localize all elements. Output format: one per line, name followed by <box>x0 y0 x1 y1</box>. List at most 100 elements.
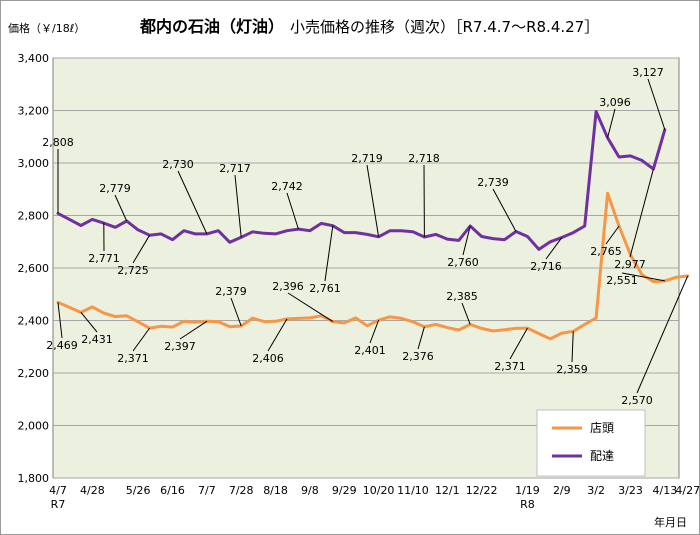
data-label-leader <box>605 225 620 245</box>
grid-layer <box>53 57 679 479</box>
data-label: 3,096 <box>599 96 631 109</box>
data-label-leader <box>509 327 528 360</box>
data-label: 2,760 <box>447 256 479 269</box>
data-label: 2,742 <box>271 180 303 193</box>
y-tick-label: 2,000 <box>18 420 50 433</box>
data-label: 2,401 <box>354 344 386 357</box>
data-label: 2,379 <box>215 285 247 298</box>
data-label-leader <box>636 275 689 394</box>
data-label: 3,127 <box>632 66 664 79</box>
x-tick-label: 1/19 <box>515 484 540 497</box>
x-tick-label: 4/7 <box>49 484 67 497</box>
legend-label-storefront: 店頭 <box>590 421 614 435</box>
y-tick-label: 2,800 <box>18 210 50 223</box>
data-label-leader <box>647 78 666 130</box>
x-tick-label: 4/27 <box>675 484 700 497</box>
y-tick-label: 3,000 <box>18 157 50 170</box>
data-label: 2,431 <box>81 333 113 346</box>
x-tick-label: 3/23 <box>618 484 643 497</box>
x-tick-label: 12/22 <box>466 484 498 497</box>
data-label-leader <box>545 237 563 260</box>
delivery-line <box>56 110 667 251</box>
legend-box <box>536 409 646 477</box>
data-label-leader <box>417 326 425 350</box>
data-label: 2,371 <box>117 352 149 365</box>
data-label: 2,977 <box>614 258 646 271</box>
legend: 店頭 配達 <box>536 409 646 477</box>
x-tick-label: 5/26 <box>126 484 151 497</box>
data-label: 2,717 <box>219 162 251 175</box>
y-ticks: 1,800 2,000 2,200 2,400 2,600 2,800 3,000 3,200… <box>18 52 50 485</box>
chart-title: 都内の石油（灯油） <box>139 17 284 36</box>
y-tick-label: 2,400 <box>18 315 50 328</box>
data-label-leader <box>132 234 151 264</box>
data-label: 2,779 <box>99 182 131 195</box>
data-label-leader <box>629 168 654 258</box>
chart-subtitle: 小売価格の推移（週次）［R7.4.7～R8.4.27］ <box>290 18 599 36</box>
y-tick-label: 2,600 <box>18 262 50 275</box>
data-label-leader <box>234 174 242 238</box>
data-label-leader <box>621 272 665 282</box>
data-label: 2,725 <box>117 264 149 277</box>
data-label: 2,469 <box>46 339 78 352</box>
data-label: 2,739 <box>477 176 509 189</box>
data-label-leader <box>287 292 334 322</box>
data-label: 2,385 <box>446 290 478 303</box>
data-label-leader <box>462 225 471 256</box>
data-label: 2,716 <box>530 260 562 273</box>
x-tick-label: 7/28 <box>229 484 254 497</box>
data-label: 2,397 <box>164 340 196 353</box>
x-tick-era-label: R7 <box>51 498 66 511</box>
data-label: 2,406 <box>252 352 284 365</box>
y-tick-label: 2,200 <box>18 367 50 380</box>
y-axis-label: 価格（￥/18ℓ） <box>8 21 85 35</box>
data-label-leader <box>57 302 63 339</box>
data-label-leader <box>286 192 299 230</box>
data-label: 2,376 <box>402 350 434 363</box>
x-tick-label: 11/10 <box>397 484 429 497</box>
data-label-leader <box>179 320 208 340</box>
data-label-leader <box>324 225 334 282</box>
x-axis-label: 年月日 <box>654 515 687 529</box>
x-tick-label: 10/20 <box>363 484 395 497</box>
data-label: 2,761 <box>309 282 341 295</box>
x-tick-label: 4/28 <box>80 484 105 497</box>
legend-label-delivery: 配達 <box>590 449 614 463</box>
data-label-leader <box>114 194 128 222</box>
data-label: 2,570 <box>621 394 653 407</box>
data-label-leader <box>607 108 616 138</box>
data-label-leader <box>80 312 98 333</box>
x-tick-label: 4/13 <box>652 484 677 497</box>
y-tick-label: 3,200 <box>18 105 50 118</box>
data-label-leader <box>230 297 242 327</box>
data-label-leader <box>369 320 380 344</box>
data-label: 2,719 <box>351 152 383 165</box>
data-label: 2,371 <box>494 360 526 373</box>
x-tick-label: 9/29 <box>332 484 357 497</box>
x-tick-label: 12/1 <box>435 484 460 497</box>
data-label-leader <box>366 164 380 237</box>
y-tick-label: 1,800 <box>18 472 50 485</box>
storefront-line <box>56 191 690 341</box>
data-label: 2,771 <box>88 252 120 265</box>
data-label-leader <box>267 318 288 352</box>
x-tick-label: 9/8 <box>301 484 319 497</box>
data-label: 2,718 <box>408 152 440 165</box>
data-label-leader <box>132 327 151 352</box>
data-label: 2,551 <box>606 274 638 287</box>
x-tick-era-label: R8 <box>520 498 535 511</box>
data-label: 2,765 <box>590 245 622 258</box>
x-tick-label: 2/9 <box>553 484 571 497</box>
data-label: 2,396 <box>272 280 304 293</box>
data-label-leader <box>571 331 574 363</box>
y-tick-label: 3,400 <box>18 52 50 65</box>
x-tick-label: 6/16 <box>160 484 185 497</box>
data-label: 2,730 <box>162 158 194 171</box>
series-layer <box>56 110 690 341</box>
data-label-leader <box>177 170 208 235</box>
x-tick-label: 3/2 <box>587 484 605 497</box>
data-label-leader <box>461 302 471 325</box>
data-label-leader <box>492 188 517 232</box>
